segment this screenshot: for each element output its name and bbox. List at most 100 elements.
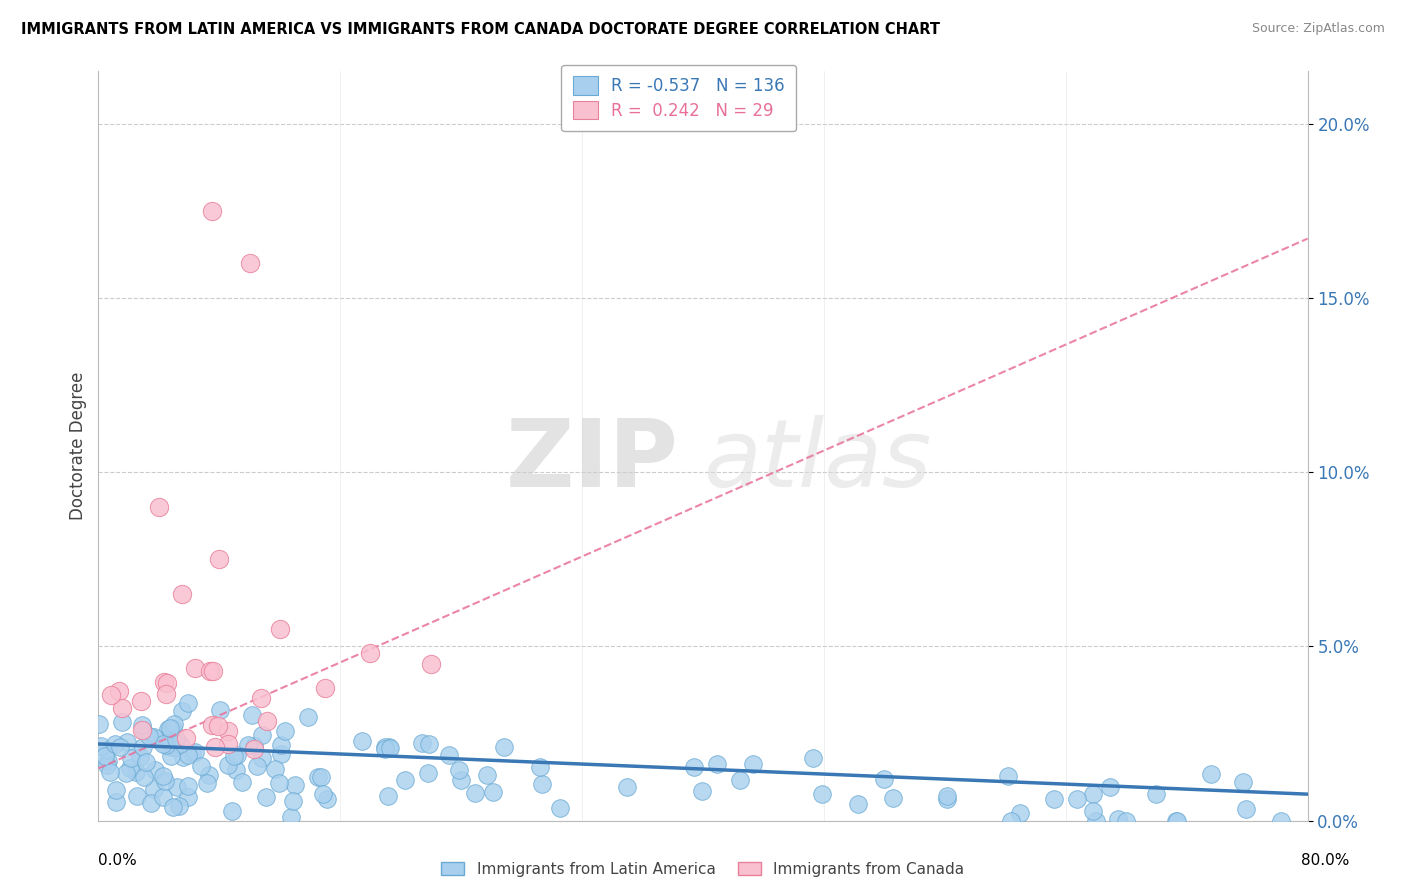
Point xyxy=(217,724,239,739)
Point xyxy=(492,740,515,755)
Point xyxy=(464,786,486,800)
Text: IMMIGRANTS FROM LATIN AMERICA VS IMMIGRANTS FROM CANADA DOCTORATE DEGREE CORRELA: IMMIGRANTS FROM LATIN AMERICA VS IMMIGRA… xyxy=(21,22,941,37)
Point xyxy=(450,773,472,788)
Point xyxy=(243,741,266,756)
Point xyxy=(169,737,191,751)
Point xyxy=(131,718,153,732)
Point xyxy=(360,646,382,660)
Point xyxy=(935,792,957,806)
Point xyxy=(1232,775,1254,789)
Point xyxy=(198,664,221,678)
Point xyxy=(97,754,120,768)
Point xyxy=(96,757,118,772)
Point xyxy=(846,797,869,811)
Point xyxy=(87,716,110,731)
Point xyxy=(110,739,132,754)
Point xyxy=(177,748,200,763)
Point xyxy=(98,764,121,779)
Point xyxy=(728,772,751,787)
Point xyxy=(132,723,155,737)
Point xyxy=(529,760,551,774)
Point xyxy=(217,738,239,752)
Point xyxy=(1085,814,1108,828)
Point xyxy=(225,763,247,777)
Point xyxy=(148,500,170,514)
Point xyxy=(183,745,205,759)
Point xyxy=(201,203,224,218)
Point xyxy=(143,731,166,745)
Point xyxy=(172,704,194,718)
Point xyxy=(394,772,416,787)
Point xyxy=(221,804,243,818)
Point xyxy=(264,762,287,776)
Point xyxy=(254,789,277,804)
Point xyxy=(284,778,307,792)
Point xyxy=(616,780,638,795)
Point xyxy=(208,552,231,566)
Point xyxy=(201,717,224,731)
Point xyxy=(531,777,554,791)
Point xyxy=(246,759,269,773)
Text: Source: ZipAtlas.com: Source: ZipAtlas.com xyxy=(1251,22,1385,36)
Point xyxy=(315,792,337,806)
Point xyxy=(882,791,904,805)
Point xyxy=(997,769,1019,783)
Point xyxy=(482,785,505,799)
Text: 0.0%: 0.0% xyxy=(98,854,138,868)
Point xyxy=(418,737,440,751)
Point xyxy=(152,790,174,805)
Point xyxy=(90,739,112,753)
Point xyxy=(280,810,302,824)
Point xyxy=(162,717,184,731)
Point xyxy=(1234,802,1257,816)
Point xyxy=(309,770,332,784)
Point xyxy=(104,737,127,751)
Point xyxy=(155,687,177,701)
Point xyxy=(94,748,117,763)
Point xyxy=(160,739,183,754)
Point xyxy=(742,757,765,772)
Point xyxy=(125,764,148,779)
Y-axis label: Doctorate Degree: Doctorate Degree xyxy=(69,372,87,520)
Point xyxy=(1115,814,1137,828)
Point xyxy=(240,708,263,723)
Point xyxy=(153,675,176,690)
Text: ZIP: ZIP xyxy=(506,415,679,507)
Point xyxy=(307,771,329,785)
Point xyxy=(1000,814,1022,828)
Point xyxy=(314,681,336,696)
Legend: Immigrants from Latin America, Immigrants from Canada: Immigrants from Latin America, Immigrant… xyxy=(434,854,972,884)
Point xyxy=(411,736,433,750)
Point xyxy=(706,756,728,771)
Point xyxy=(145,731,167,746)
Point xyxy=(174,731,197,745)
Point xyxy=(127,789,149,803)
Point xyxy=(1107,812,1129,826)
Point xyxy=(801,751,824,765)
Point xyxy=(249,691,271,706)
Point xyxy=(1201,767,1223,781)
Point xyxy=(184,661,207,675)
Point xyxy=(1043,792,1066,806)
Point xyxy=(111,701,134,715)
Point xyxy=(1164,814,1187,828)
Point xyxy=(378,739,401,754)
Point xyxy=(270,738,292,752)
Point xyxy=(177,790,200,805)
Point xyxy=(548,801,571,815)
Point xyxy=(111,715,134,730)
Point xyxy=(107,684,129,698)
Point xyxy=(1081,804,1104,818)
Point xyxy=(159,721,181,735)
Point xyxy=(152,737,174,751)
Point xyxy=(166,780,188,794)
Point xyxy=(418,765,440,780)
Point xyxy=(270,747,292,761)
Point xyxy=(297,710,319,724)
Point xyxy=(1098,780,1121,794)
Point xyxy=(224,748,246,763)
Point xyxy=(117,734,139,748)
Point xyxy=(157,722,180,736)
Point xyxy=(231,774,253,789)
Point xyxy=(138,729,160,743)
